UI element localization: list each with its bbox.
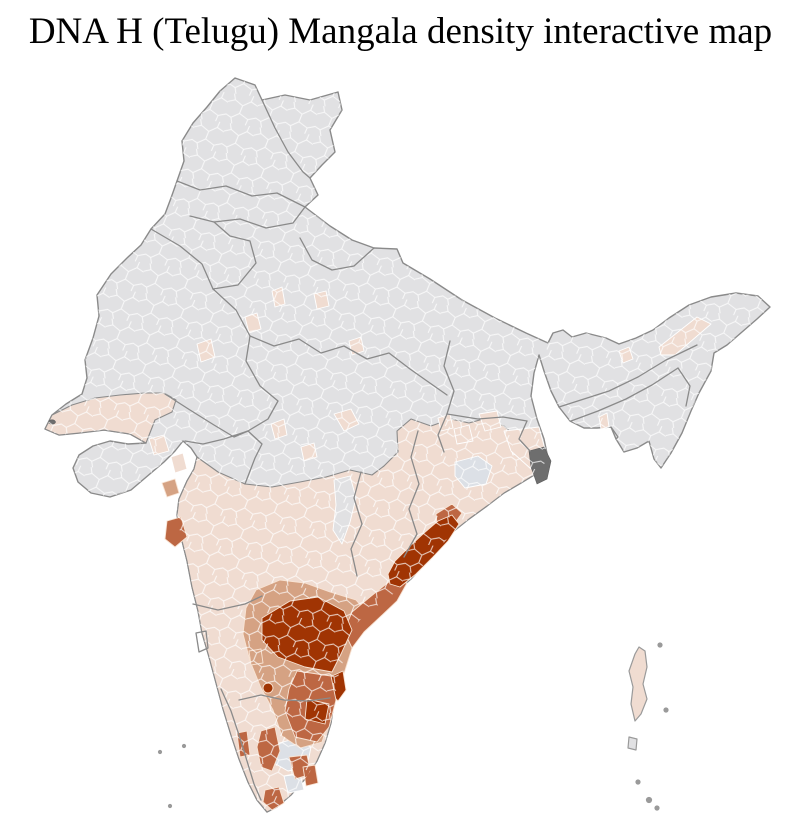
border-rajasthan (184, 288, 279, 445)
border-goa (195, 630, 209, 653)
map-title: DNA H (Telugu) Mangala density interacti… (28, 11, 773, 52)
lakshadweep-dot (167, 803, 173, 809)
district-bangalore-highest (262, 682, 274, 694)
sundarbans-delta (528, 446, 552, 485)
border-cg-odisha (403, 430, 420, 558)
lakshadweep-dot (181, 743, 187, 749)
district-karnataka-medium (248, 648, 264, 666)
border-haryana-up (212, 221, 257, 290)
border-mah-cg (350, 471, 363, 577)
border-jharkhand-wb (518, 420, 531, 452)
border-jk-hp (176, 180, 306, 208)
lakshadweep-dot (157, 749, 163, 755)
border-gujarat-mp (244, 430, 263, 485)
district-speck (313, 290, 330, 310)
district-tn-coastal-high (302, 764, 319, 787)
district-chittoor-highest[interactable] (304, 698, 330, 725)
nicobar-dot (654, 805, 660, 811)
border-bihar-jharkhand (446, 413, 528, 422)
state-borders (150, 99, 698, 801)
island-dot (663, 707, 669, 713)
border-karnataka-tn (238, 694, 331, 702)
islands[interactable] (157, 642, 669, 811)
border-mah-karnataka (192, 595, 263, 611)
border-nagaland-manipur (677, 367, 691, 407)
border-uttarakhand (299, 237, 375, 271)
border-tripura (610, 426, 619, 440)
island-dot (657, 642, 663, 648)
border-ladakh (261, 99, 311, 179)
nicobar-dot (645, 796, 653, 804)
kutch-islet (48, 419, 56, 425)
andaman-main-island (628, 646, 648, 722)
little-andaman-island (627, 736, 638, 751)
border-up-mp (249, 335, 448, 396)
border-jharkhand-west (437, 413, 448, 453)
border-punjab-haryana (150, 228, 214, 290)
border-assam-north (558, 344, 698, 408)
border-assam-south (570, 367, 679, 422)
district-mumbai-medium (161, 478, 180, 498)
border-kerala-east (220, 688, 262, 801)
district-speck (170, 452, 188, 474)
border-rajasthan-gujarat (164, 393, 249, 438)
border-up-bihar (443, 340, 455, 415)
car-nicobar-dot (635, 779, 641, 785)
border-hp-punjab (189, 206, 306, 229)
district-speck (453, 424, 474, 445)
